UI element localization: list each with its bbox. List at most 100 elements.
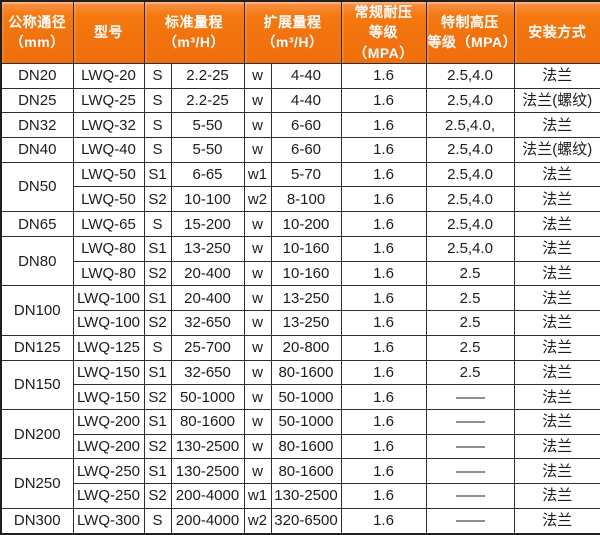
header-pressure-standard: 常规耐压 等级（MPA） (340, 0, 427, 64)
table-row: LWQ-150 S2 50-1000 w 50-1000 1.6 —— 法兰 (1, 384, 600, 410)
cell-pressure-high: —— (425, 507, 515, 535)
cell-model: LWQ-200 (72, 433, 145, 460)
cell-extended-range: 5-70 (270, 161, 342, 188)
cell-extended-range: 10-160 (270, 260, 342, 287)
cell-w-code: w1 (243, 161, 272, 188)
cell-extended-range: 6-60 (270, 137, 342, 163)
cell-w-code: w (243, 260, 272, 287)
cell-install: 法兰 (513, 384, 600, 410)
cell-diameter: DN100 (0, 285, 74, 336)
cell-install: 法兰(螺纹) (513, 137, 600, 163)
cell-model: LWQ-80 (72, 235, 145, 262)
cell-standard-range: 130-2500 (170, 433, 245, 460)
cell-w-code: w (243, 235, 272, 262)
cell-s-code: S (143, 112, 172, 139)
cell-model: LWQ-125 (72, 334, 145, 361)
cell-extended-range: 50-1000 (270, 408, 342, 435)
cell-pressure-high: 2.5 (425, 285, 515, 312)
cell-diameter: DN25 (0, 87, 74, 114)
cell-pressure-high: 2.5 (425, 310, 515, 336)
table-row: DN100 LWQ-100 S1 20-400 w 13-250 1.6 2.5… (0, 285, 600, 336)
cell-w-code: w (243, 458, 272, 485)
cell-install: 法兰 (513, 483, 600, 509)
cell-s-code: S2 (143, 186, 172, 213)
cell-pressure-high: 2.5 (425, 359, 515, 386)
cell-standard-range: 130-2500 (170, 458, 245, 485)
cell-pressure-high: —— (425, 458, 515, 485)
cell-w-code: w (243, 87, 272, 114)
cell-extended-range: 4-40 (270, 87, 342, 114)
cell-install: 法兰 (513, 186, 600, 213)
table-row: LWQ-250 S2 200-4000 w1 130-2500 1.6 —— 法… (1, 483, 600, 509)
table-row: DN150 LWQ-150 S1 32-650 w 80-1600 1.6 2.… (0, 359, 600, 410)
cell-pressure-standard: 1.6 (340, 310, 427, 336)
cell-extended-range: 6-60 (270, 112, 342, 139)
cell-w-code: w2 (243, 507, 272, 535)
cell-extended-range: 20-800 (270, 334, 342, 361)
header-diameter: 公称通径 （mm） (0, 0, 74, 64)
cell-w-code: w1 (243, 483, 272, 509)
cell-pressure-standard: 1.6 (340, 235, 427, 262)
cell-s-code: S (143, 137, 172, 163)
cell-extended-range: 80-1600 (270, 433, 342, 460)
table-row: DN32 LWQ-32 S 5-50 w 6-60 1.6 2.5,4.0, 法… (0, 112, 600, 139)
cell-pressure-high: —— (425, 483, 515, 509)
cell-standard-range: 13-250 (170, 235, 245, 262)
cell-standard-range: 32-650 (170, 310, 245, 336)
cell-standard-range: 10-100 (170, 186, 245, 213)
cell-install: 法兰 (513, 235, 600, 262)
cell-model: LWQ-20 (72, 62, 145, 89)
cell-s-code: S (143, 334, 172, 361)
cell-install: 法兰 (513, 285, 600, 312)
cell-standard-range: 5-50 (170, 137, 245, 163)
cell-s-code: S1 (143, 359, 172, 386)
table-row: DN50 LWQ-50 S1 6-65 w1 5-70 1.6 2.5,4.0 … (0, 161, 600, 213)
cell-standard-range: 25-700 (170, 334, 245, 361)
cell-pressure-high: 2.5,4.0 (425, 62, 515, 89)
cell-standard-range: 20-400 (170, 260, 245, 287)
cell-model: LWQ-300 (72, 507, 145, 535)
cell-model: LWQ-80 (72, 260, 145, 287)
cell-s-code: S1 (143, 408, 172, 435)
cell-model: LWQ-40 (72, 137, 145, 163)
cell-standard-range: 2.2-25 (170, 87, 245, 114)
cell-pressure-high: 2.5 (425, 260, 515, 287)
cell-pressure-high: 2.5,4.0 (425, 137, 515, 163)
cell-diameter: DN150 (0, 359, 74, 410)
cell-pressure-high: 2.5,4.0 (425, 235, 515, 262)
cell-standard-range: 80-1600 (170, 408, 245, 435)
cell-w-code: w (243, 211, 272, 237)
cell-pressure-standard: 1.6 (340, 260, 427, 287)
cell-w-code: w (243, 433, 272, 460)
table-row: DN65 LWQ-65 S 15-200 w 10-200 1.6 2.5,4.… (0, 211, 600, 237)
cell-model: LWQ-250 (72, 458, 145, 485)
cell-w-code: w (243, 137, 272, 163)
table-row: DN20 LWQ-20 S 2.2-25 w 4-40 1.6 2.5,4.0 … (0, 62, 600, 89)
table-row: DN300 LWQ-300 S 200-4000 w2 320-6500 1.6… (0, 507, 600, 535)
cell-standard-range: 6-65 (170, 161, 245, 188)
cell-diameter: DN80 (0, 235, 74, 287)
cell-pressure-standard: 1.6 (340, 87, 427, 114)
cell-pressure-standard: 1.6 (340, 112, 427, 139)
cell-diameter: DN200 (0, 408, 74, 460)
cell-w-code: w (243, 310, 272, 336)
cell-pressure-standard: 1.6 (340, 359, 427, 386)
cell-pressure-standard: 1.6 (340, 458, 427, 485)
cell-pressure-standard: 1.6 (340, 186, 427, 213)
cell-pressure-high: —— (425, 433, 515, 460)
cell-install: 法兰 (513, 161, 600, 188)
header-extended-range: 扩展量程 （m³/H） (243, 0, 342, 64)
cell-w-code: w (243, 334, 272, 361)
cell-s-code: S2 (143, 433, 172, 460)
table-row: DN250 LWQ-250 S1 130-2500 w 80-1600 1.6 … (0, 458, 600, 509)
cell-model: LWQ-65 (72, 211, 145, 237)
cell-install: 法兰 (513, 62, 600, 89)
cell-standard-range: 32-650 (170, 359, 245, 386)
table-row: DN200 LWQ-200 S1 80-1600 w 50-1000 1.6 —… (0, 408, 600, 460)
cell-standard-range: 20-400 (170, 285, 245, 312)
table-body: DN20 LWQ-20 S 2.2-25 w 4-40 1.6 2.5,4.0 … (0, 62, 600, 535)
cell-model: LWQ-25 (72, 87, 145, 114)
cell-standard-range: 5-50 (170, 112, 245, 139)
